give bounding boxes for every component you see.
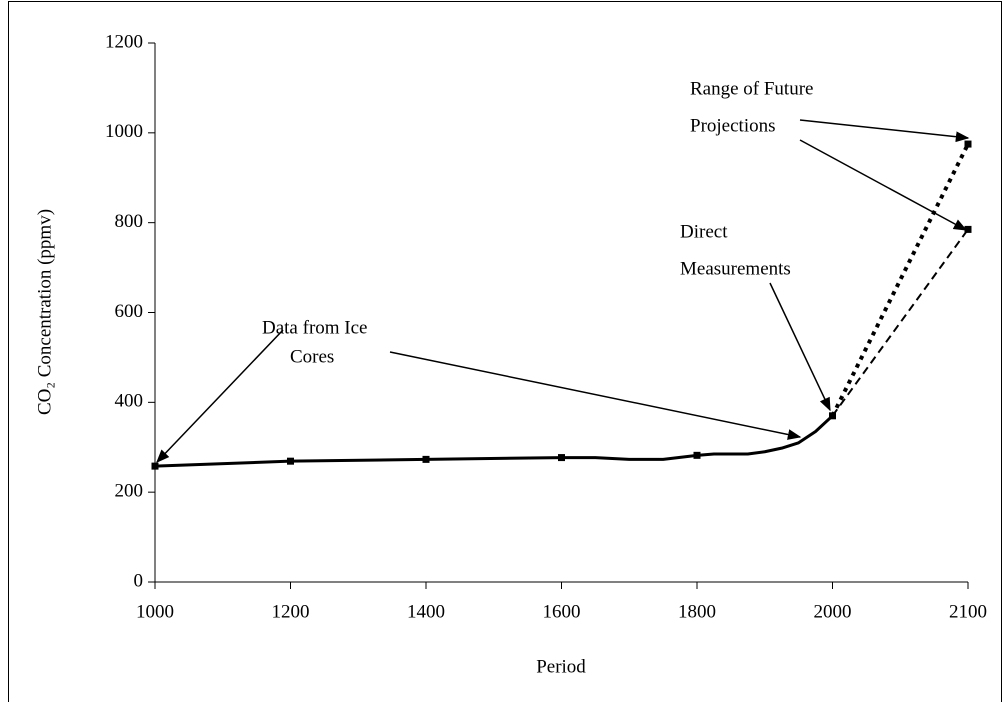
annotation-arrow: [389, 351, 802, 440]
data-point: [151, 462, 159, 470]
y-tick-label: 600: [115, 301, 144, 322]
annotation: Direct: [680, 221, 728, 242]
data-point: [558, 454, 565, 462]
x-tick-label: 2100: [949, 601, 987, 622]
y-tick-label: 400: [115, 391, 144, 412]
x-tick-label: 1400: [407, 601, 445, 622]
series-line: [154, 414, 834, 468]
annotation-arrow: [156, 329, 284, 463]
series-line: [830, 143, 970, 417]
series-line: [831, 228, 969, 417]
y-tick-label: 1000: [105, 121, 143, 142]
x-axis-title: Period: [536, 656, 586, 677]
y-tick-label: 1200: [105, 31, 143, 52]
data-point: [964, 225, 972, 233]
annotation: Data from Ice: [262, 317, 368, 338]
x-tick-label: 1000: [136, 601, 174, 622]
annotation: Projections: [690, 115, 776, 136]
annotation-arrow: [799, 119, 970, 143]
data-point: [964, 140, 972, 148]
y-tick-label: 800: [115, 211, 144, 232]
annotation: Range of Future: [690, 78, 813, 99]
data-point: [287, 457, 294, 465]
x-tick-label: 1600: [543, 601, 581, 622]
x-tick-label: 2000: [814, 601, 852, 622]
y-tick-label: 200: [115, 481, 144, 502]
annotation-arrow: [769, 282, 831, 412]
annotation-arrow: [799, 139, 968, 231]
frame: [8, 1, 1002, 702]
annotation: Cores: [290, 346, 334, 367]
data-point: [422, 455, 430, 463]
annotation: Measurements: [680, 258, 791, 279]
y-tick-label: 0: [134, 570, 144, 591]
y-axis-title: CO₂ Concentration (ppmv): [34, 209, 55, 415]
x-tick-label: 1800: [678, 601, 716, 622]
x-tick-label: 1200: [272, 601, 310, 622]
data-point: [693, 451, 701, 459]
